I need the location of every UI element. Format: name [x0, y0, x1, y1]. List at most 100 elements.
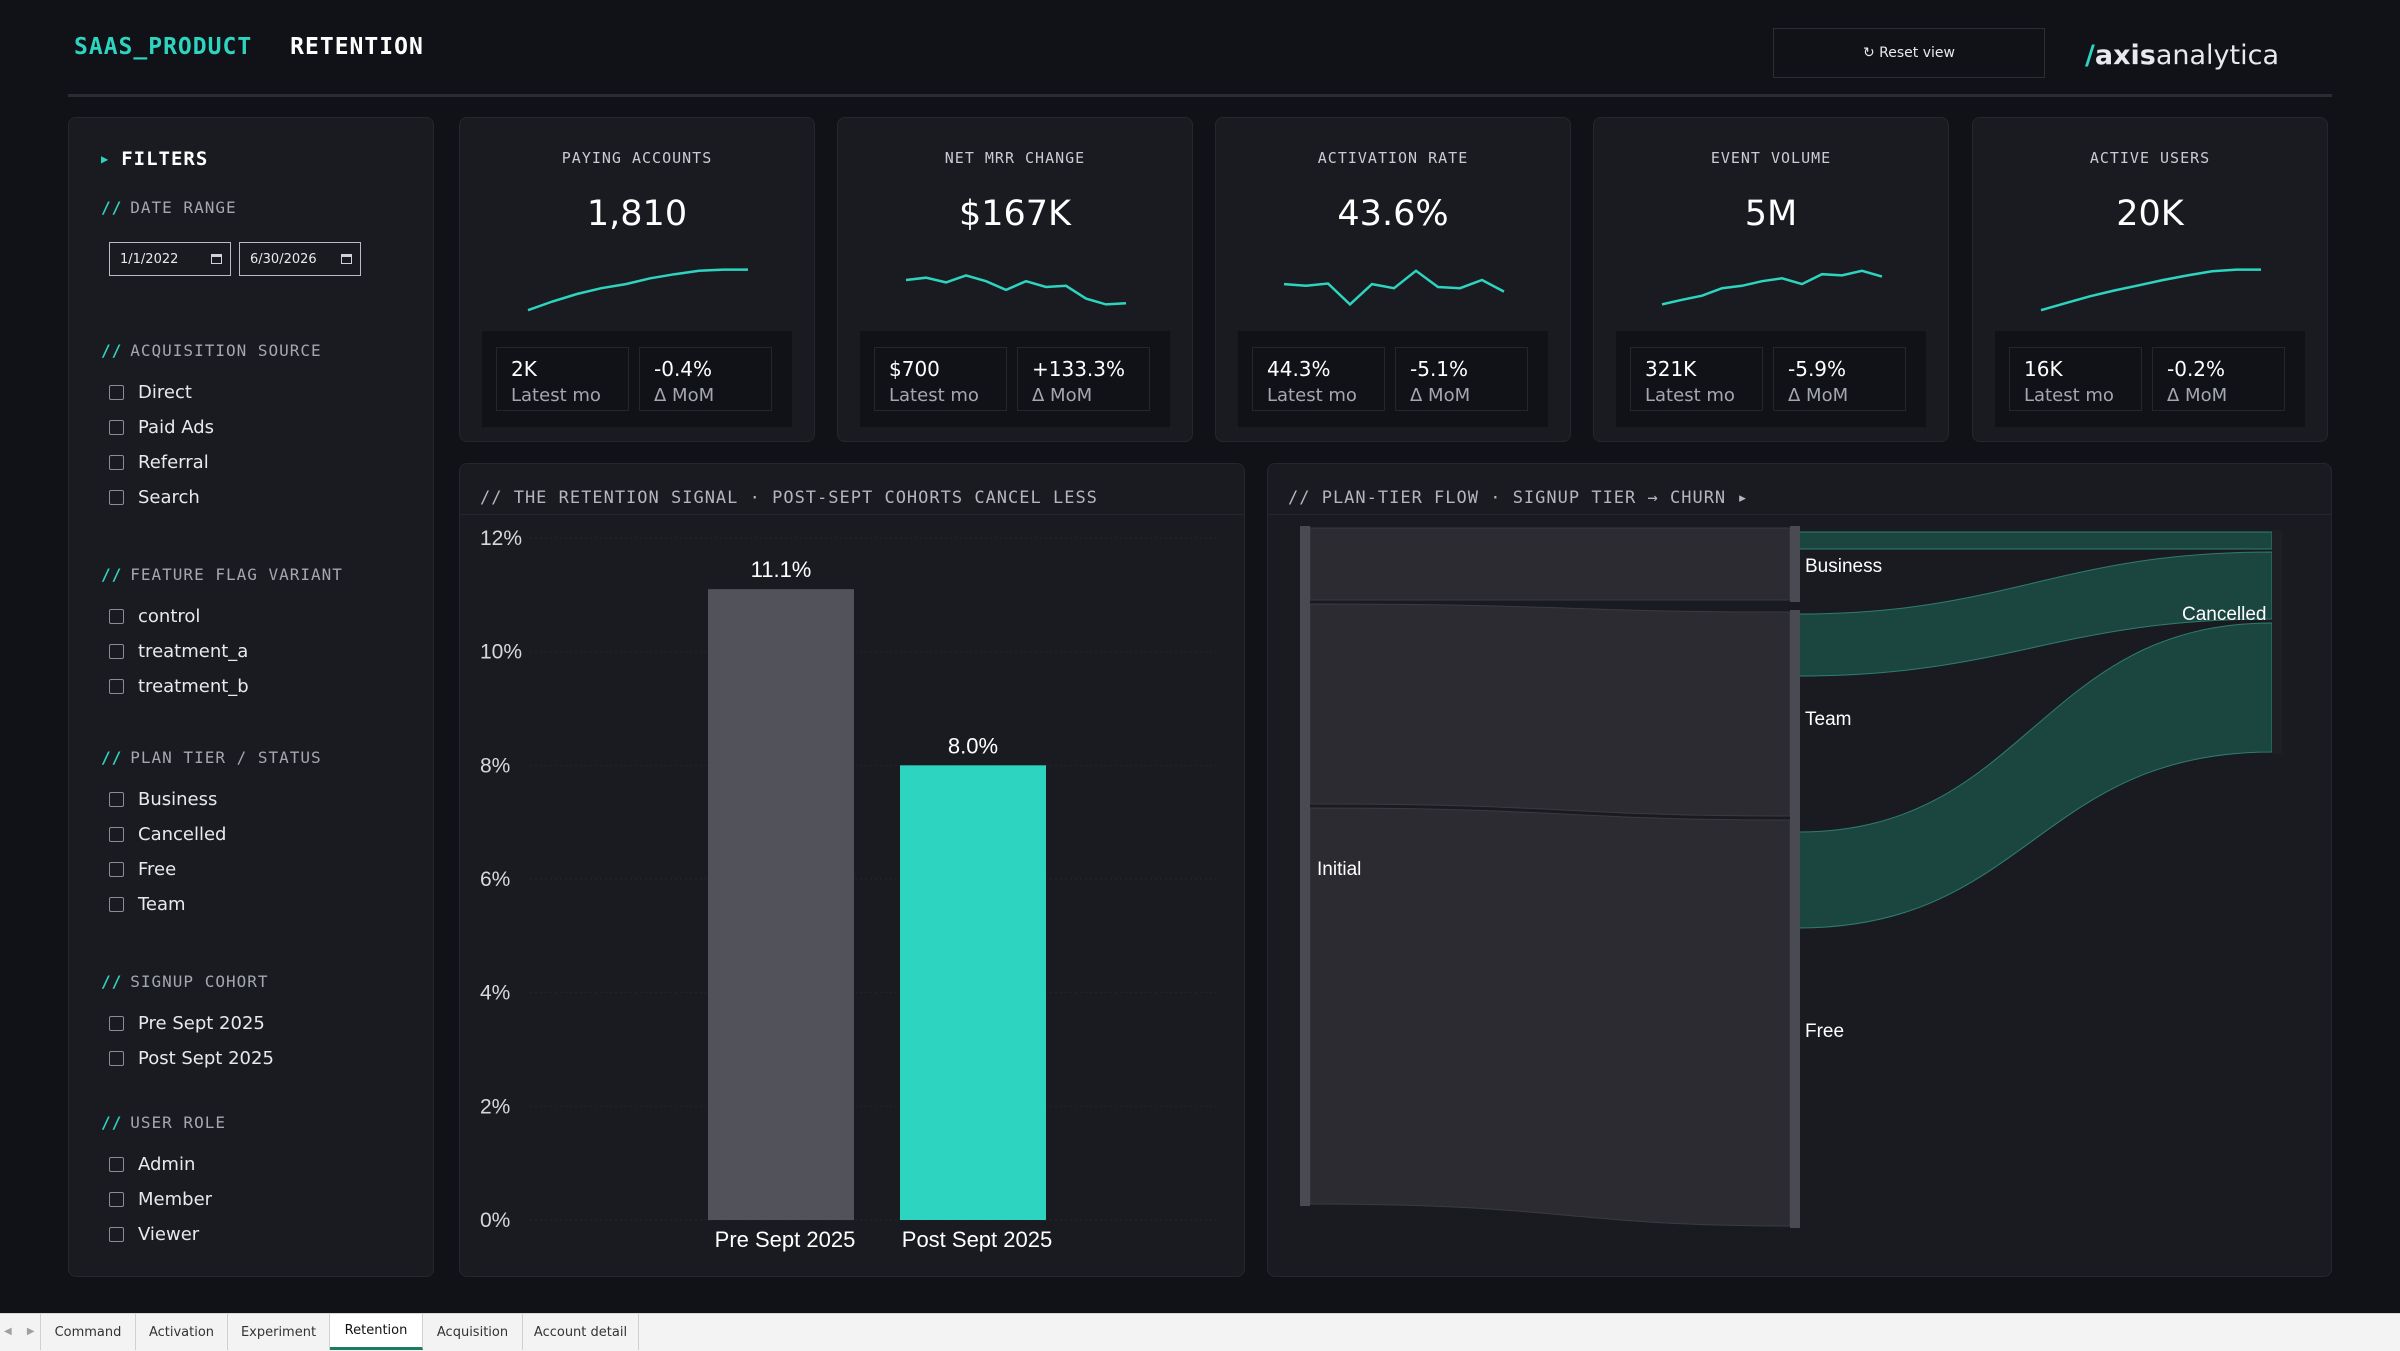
sankey-node-team[interactable] [1790, 610, 1800, 818]
filter-option-member[interactable]: Member [101, 1182, 421, 1217]
checkbox[interactable] [109, 1157, 124, 1172]
option-label: Business [138, 789, 218, 810]
tab-acquisition[interactable]: Acquisition [423, 1314, 523, 1350]
y-tick-label: 4% [480, 982, 510, 1005]
filter-option-team[interactable]: Team [101, 887, 421, 922]
kpi-title: PAYING ACCOUNTS [561, 149, 713, 167]
page-name: RETENTION [290, 34, 424, 60]
kpi-sparkline [527, 268, 748, 312]
kpi-latest-box: 321K Latest mo [1630, 347, 1763, 411]
filter-option-treatment-b[interactable]: treatment_b [101, 669, 421, 704]
tab-scroll-arrows-icon[interactable]: ◀ ▶ [4, 1326, 41, 1337]
checkbox[interactable] [109, 862, 124, 877]
sankey-node-free[interactable] [1790, 818, 1800, 1228]
tab-experiment[interactable]: Experiment [228, 1314, 330, 1350]
checkbox[interactable] [109, 644, 124, 659]
tab-account-detail[interactable]: Account detail [523, 1314, 639, 1350]
checkbox[interactable] [109, 455, 124, 470]
filter-option-paid-ads[interactable]: Paid Ads [101, 410, 421, 445]
checkbox[interactable] [109, 420, 124, 435]
kpi-latest-label: Latest mo [2024, 385, 2114, 406]
kpi-value: 5M [1744, 194, 1798, 234]
collapse-triangle-icon[interactable]: ▶ [101, 152, 110, 166]
option-label: Member [138, 1189, 213, 1210]
filter-section-title: SIGNUP COHORT [130, 972, 269, 991]
checkbox[interactable] [109, 1227, 124, 1242]
kpi-subpanel: 2K Latest mo -0.4% Δ MoM [482, 331, 792, 427]
option-label: Paid Ads [138, 417, 215, 438]
checkbox[interactable] [109, 897, 124, 912]
calendar-icon[interactable] [211, 254, 222, 264]
sankey-node-initial[interactable] [1300, 526, 1310, 1206]
sparkline-path [1283, 269, 1505, 307]
tab-command[interactable]: Command [40, 1314, 136, 1350]
filter-option-control[interactable]: control [101, 599, 421, 634]
kpi-mom-box: -5.9% Δ MoM [1773, 347, 1906, 411]
y-tick-label: 6% [480, 868, 510, 891]
kpi-card-net-mrr-change: NET MRR CHANGE $167K $700 Latest mo +133.… [837, 117, 1193, 442]
kpi-mom-value: +133.3% [1032, 357, 1126, 381]
tab-retention[interactable]: Retention [330, 1314, 423, 1350]
logo-slash: / [2085, 40, 2095, 71]
header-divider [68, 94, 2332, 97]
kpi-latest-box: $700 Latest mo [874, 347, 1007, 411]
sparkline-path [2040, 268, 2261, 312]
option-label: Post Sept 2025 [138, 1048, 274, 1069]
filter-option-post-sept-2025[interactable]: Post Sept 2025 [101, 1041, 421, 1076]
date-to-input[interactable]: 6/30/2026 [239, 242, 361, 276]
bar-pre-sept-2025[interactable] [708, 589, 854, 1220]
filter-option-treatment-a[interactable]: treatment_a [101, 634, 421, 669]
sankey-node-business[interactable] [1790, 526, 1800, 602]
filter-option-search[interactable]: Search [101, 480, 421, 515]
sankey-label-initial: Initial [1317, 859, 1361, 880]
kpi-sparkline [905, 274, 1127, 306]
tab-activation[interactable]: Activation [136, 1314, 228, 1350]
y-tick-label: 10% [480, 641, 522, 664]
reset-view-button[interactable]: ↻ Reset view [1773, 28, 2045, 78]
checkbox[interactable] [109, 827, 124, 842]
filter-option-direct[interactable]: Direct [101, 375, 421, 410]
filter-option-cancelled[interactable]: Cancelled [101, 817, 421, 852]
option-label: Cancelled [138, 824, 227, 845]
section-slash: // [101, 341, 123, 360]
checkbox[interactable] [109, 609, 124, 624]
checkbox[interactable] [109, 385, 124, 400]
sankey-node-cancelled[interactable] [2272, 530, 2282, 754]
kpi-latest-value: 16K [2024, 357, 2063, 381]
checkbox[interactable] [109, 1192, 124, 1207]
filter-option-pre-sept-2025[interactable]: Pre Sept 2025 [101, 1006, 421, 1041]
kpi-subpanel: 16K Latest mo -0.2% Δ MoM [1995, 331, 2305, 427]
checkbox[interactable] [109, 792, 124, 807]
retention-bar-chart: 0% 2% 4% 6% 8% 10% 12% 11.1% Pre Sept 2025 8.0% Po… [480, 527, 1220, 1252]
filter-option-viewer[interactable]: Viewer [101, 1217, 421, 1252]
sparkline-path [527, 268, 748, 312]
filter-option-referral[interactable]: Referral [101, 445, 421, 480]
filter-option-free[interactable]: Free [101, 852, 421, 887]
option-label: Viewer [138, 1224, 200, 1245]
bar-post-sept-2025[interactable] [900, 765, 1046, 1220]
calendar-icon[interactable] [341, 254, 352, 264]
sparkline-path [905, 274, 1127, 306]
kpi-latest-label: Latest mo [1645, 385, 1735, 406]
x-category-label: Pre Sept 2025 [715, 1227, 856, 1252]
filter-option-admin[interactable]: Admin [101, 1147, 421, 1182]
kpi-title: NET MRR CHANGE [944, 149, 1086, 167]
filter-option-business[interactable]: Business [101, 782, 421, 817]
checkbox[interactable] [109, 679, 124, 694]
kpi-latest-label: Latest mo [511, 385, 601, 406]
checkbox[interactable] [109, 1051, 124, 1066]
filter-plan-tier-status: //PLAN TIER / STATUS Business Cancelled … [101, 748, 421, 922]
bar-data-label: 8.0% [948, 733, 998, 758]
kpi-card-paying-accounts: PAYING ACCOUNTS 1,810 2K Latest mo -0.4% Δ… [459, 117, 815, 442]
checkbox[interactable] [109, 1016, 124, 1031]
kpi-subpanel: 44.3% Latest mo -5.1% Δ MoM [1238, 331, 1548, 427]
sankey-link-initial-free [1309, 807, 1791, 1227]
checkbox[interactable] [109, 490, 124, 505]
kpi-mom-value: -5.9% [1788, 357, 1847, 381]
kpi-mom-value: -0.2% [2167, 357, 2226, 381]
option-label: Team [138, 894, 186, 915]
kpi-latest-box: 44.3% Latest mo [1252, 347, 1385, 411]
kpi-mom-label: Δ MoM [1788, 385, 1849, 406]
section-slash: // [101, 748, 123, 767]
date-from-input[interactable]: 1/1/2022 [109, 242, 231, 276]
